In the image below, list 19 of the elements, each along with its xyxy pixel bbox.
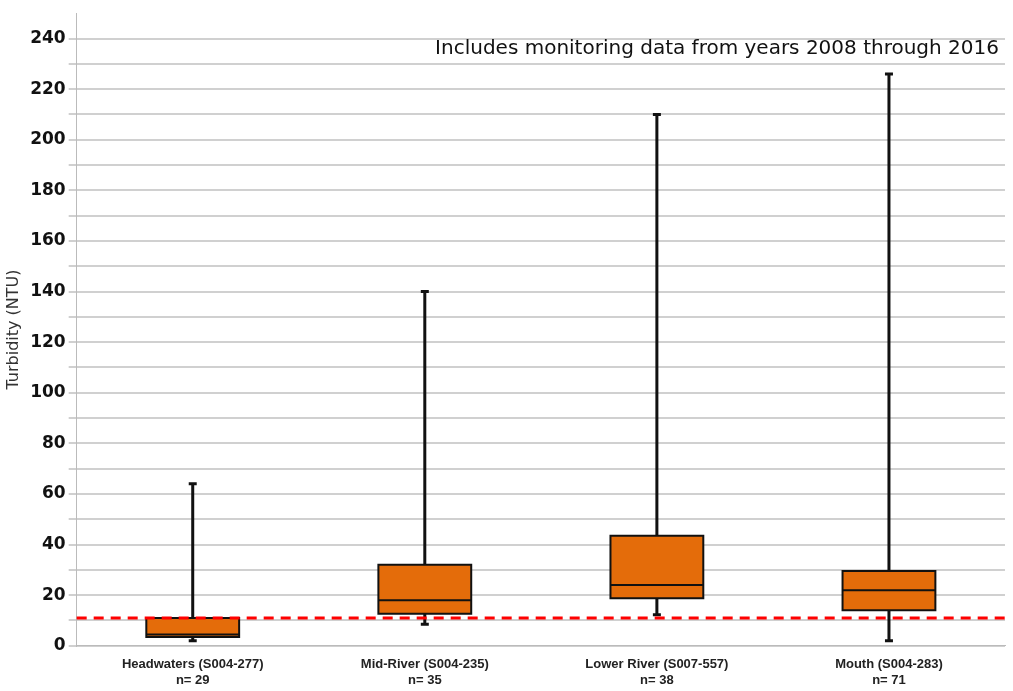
y-tick-label: 40	[42, 533, 66, 554]
y-tick-label: 140	[30, 279, 66, 300]
y-tick-label: 20	[42, 583, 66, 604]
annotation: Includes monitoring data from years 2008 through 2016	[435, 35, 999, 60]
y-tick-label: 200	[30, 128, 66, 149]
x-tick-label: Headwaters (S004-277) n= 29	[121, 656, 264, 687]
x-tick-label: Mouth (S004-283) n= 71	[835, 656, 943, 687]
x-tick-label: Mid-River (S004-235) n= 35	[360, 656, 489, 687]
y-tick-label: 180	[30, 178, 66, 199]
y-tick-label: 220	[30, 77, 66, 98]
y-tick-label: 120	[30, 330, 66, 351]
y-tick-label: 100	[30, 381, 66, 402]
x-tick-label: Lower River (S007-557) n= 38	[585, 656, 729, 687]
y-tick-label: 240	[30, 26, 66, 47]
y-tick-label: 0	[53, 634, 66, 655]
y-tick-label: 160	[30, 229, 66, 250]
y-tick-label: 60	[42, 482, 66, 503]
y-tick-label: 80	[42, 431, 66, 452]
y-axis-title: Turbidity (NTU)	[2, 269, 22, 391]
